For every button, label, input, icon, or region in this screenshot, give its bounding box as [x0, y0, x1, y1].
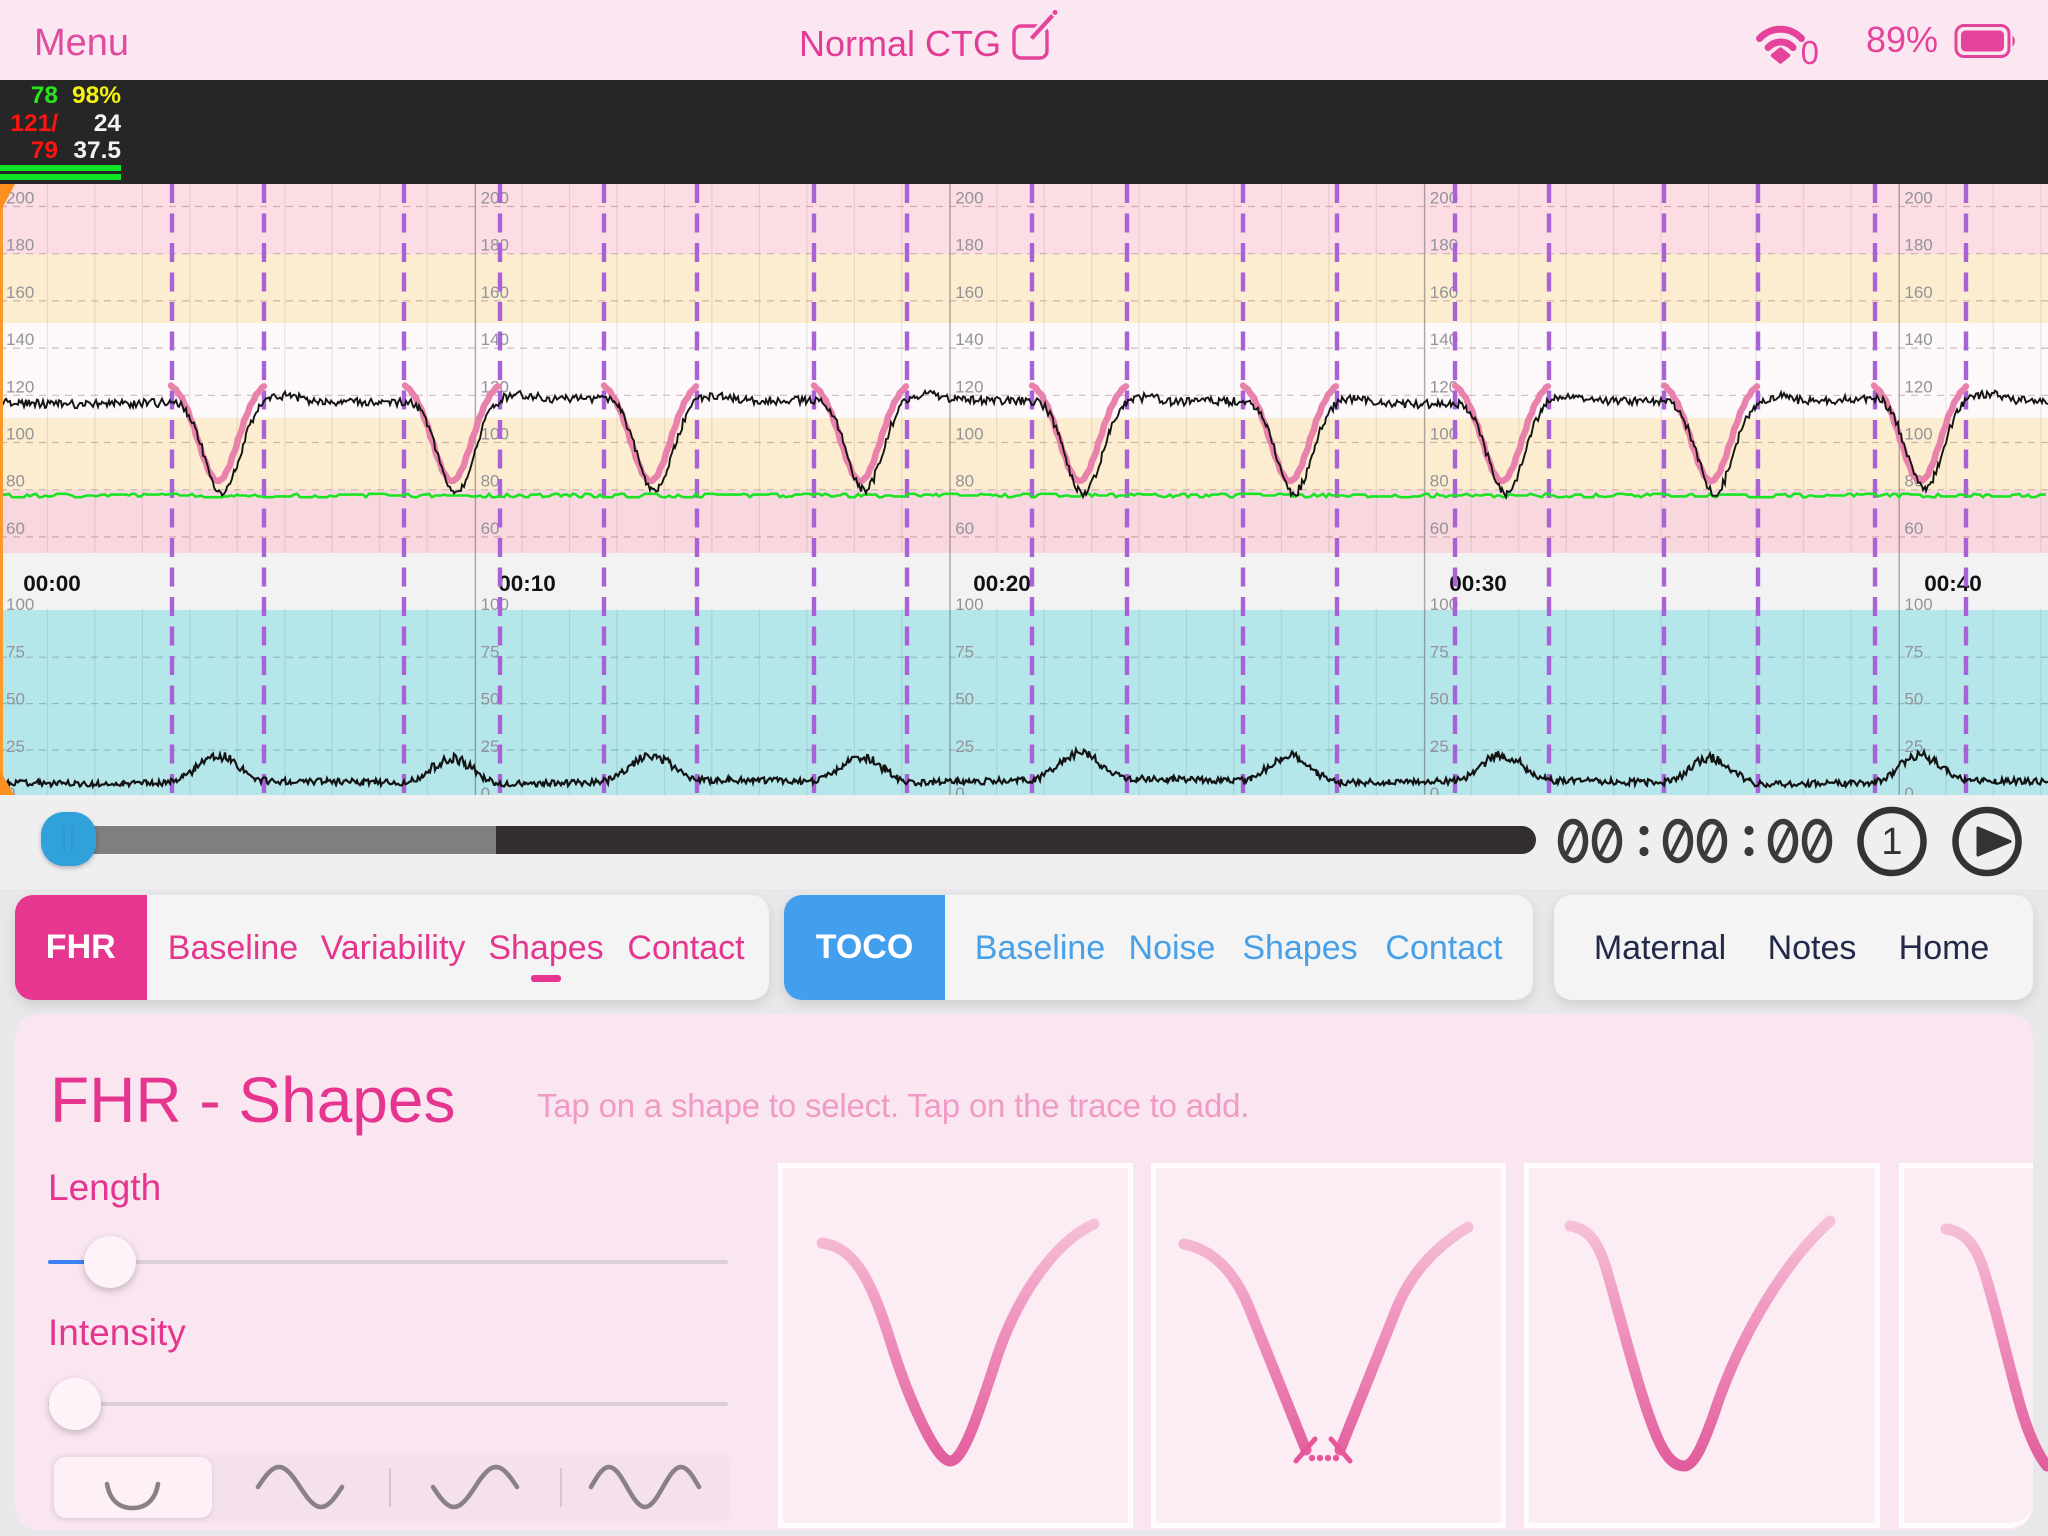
svg-text:60: 60 — [1430, 519, 1449, 538]
svg-text:0: 0 — [1904, 784, 1913, 795]
svg-text:80: 80 — [955, 472, 974, 491]
svg-text:160: 160 — [1904, 283, 1932, 302]
svg-text:0: 0 — [1430, 784, 1439, 795]
svg-text:200: 200 — [1904, 189, 1932, 208]
svg-text:160: 160 — [6, 283, 34, 302]
svg-text:50: 50 — [955, 690, 974, 709]
svg-text:0: 0 — [955, 784, 964, 795]
svg-text:60: 60 — [955, 519, 974, 538]
svg-text:140: 140 — [6, 330, 34, 349]
svg-text:100: 100 — [6, 595, 34, 614]
svg-text:140: 140 — [1904, 330, 1932, 349]
svg-text:50: 50 — [1430, 690, 1449, 709]
svg-text:200: 200 — [481, 189, 509, 208]
svg-text:160: 160 — [955, 283, 983, 302]
svg-text:100: 100 — [1430, 595, 1458, 614]
svg-text:180: 180 — [1904, 236, 1932, 255]
svg-text:100: 100 — [955, 425, 983, 444]
svg-text:75: 75 — [6, 642, 25, 661]
svg-text:120: 120 — [1430, 377, 1458, 396]
svg-text:80: 80 — [481, 472, 500, 491]
svg-text:100: 100 — [481, 595, 509, 614]
svg-text:25: 25 — [1430, 737, 1449, 756]
svg-text:100: 100 — [1904, 595, 1932, 614]
svg-text:120: 120 — [1904, 377, 1932, 396]
svg-text:100: 100 — [955, 595, 983, 614]
svg-text:00:30: 00:30 — [1449, 571, 1507, 596]
svg-text:200: 200 — [955, 189, 983, 208]
svg-text:75: 75 — [481, 642, 500, 661]
svg-text:160: 160 — [481, 283, 509, 302]
svg-text:200: 200 — [1430, 189, 1458, 208]
svg-text:120: 120 — [955, 377, 983, 396]
svg-text:100: 100 — [1430, 425, 1458, 444]
svg-text:180: 180 — [481, 236, 509, 255]
svg-text:00:40: 00:40 — [1924, 571, 1982, 596]
svg-text:00:20: 00:20 — [973, 571, 1031, 596]
svg-text:1: 1 — [1881, 821, 1902, 863]
svg-text:60: 60 — [481, 519, 500, 538]
svg-text:0: 0 — [1801, 34, 1819, 71]
svg-text:50: 50 — [1904, 690, 1923, 709]
svg-text:75: 75 — [1430, 642, 1449, 661]
svg-text:60: 60 — [1904, 519, 1923, 538]
svg-text:25: 25 — [1904, 737, 1923, 756]
svg-text:25: 25 — [481, 737, 500, 756]
svg-text:25: 25 — [955, 737, 974, 756]
svg-text:50: 50 — [481, 690, 500, 709]
svg-text:60: 60 — [6, 519, 25, 538]
svg-text:75: 75 — [955, 642, 974, 661]
svg-text:25: 25 — [6, 737, 25, 756]
svg-text:120: 120 — [6, 377, 34, 396]
svg-text:100: 100 — [6, 425, 34, 444]
svg-text:140: 140 — [955, 330, 983, 349]
svg-text:50: 50 — [6, 690, 25, 709]
svg-text:140: 140 — [1430, 330, 1458, 349]
svg-text:100: 100 — [481, 425, 509, 444]
svg-text:140: 140 — [481, 330, 509, 349]
svg-text:00:00: 00:00 — [23, 571, 81, 596]
svg-text:180: 180 — [1430, 236, 1458, 255]
svg-text:80: 80 — [1430, 472, 1449, 491]
svg-text:75: 75 — [1904, 642, 1923, 661]
svg-text:180: 180 — [955, 236, 983, 255]
svg-text:180: 180 — [6, 236, 34, 255]
svg-text:00:10: 00:10 — [498, 571, 556, 596]
svg-text:0: 0 — [481, 784, 490, 795]
svg-text:100: 100 — [1904, 425, 1932, 444]
svg-text:89%: 89% — [1866, 19, 1938, 60]
svg-text:80: 80 — [6, 472, 25, 491]
svg-text:160: 160 — [1430, 283, 1458, 302]
svg-text:200: 200 — [6, 189, 34, 208]
